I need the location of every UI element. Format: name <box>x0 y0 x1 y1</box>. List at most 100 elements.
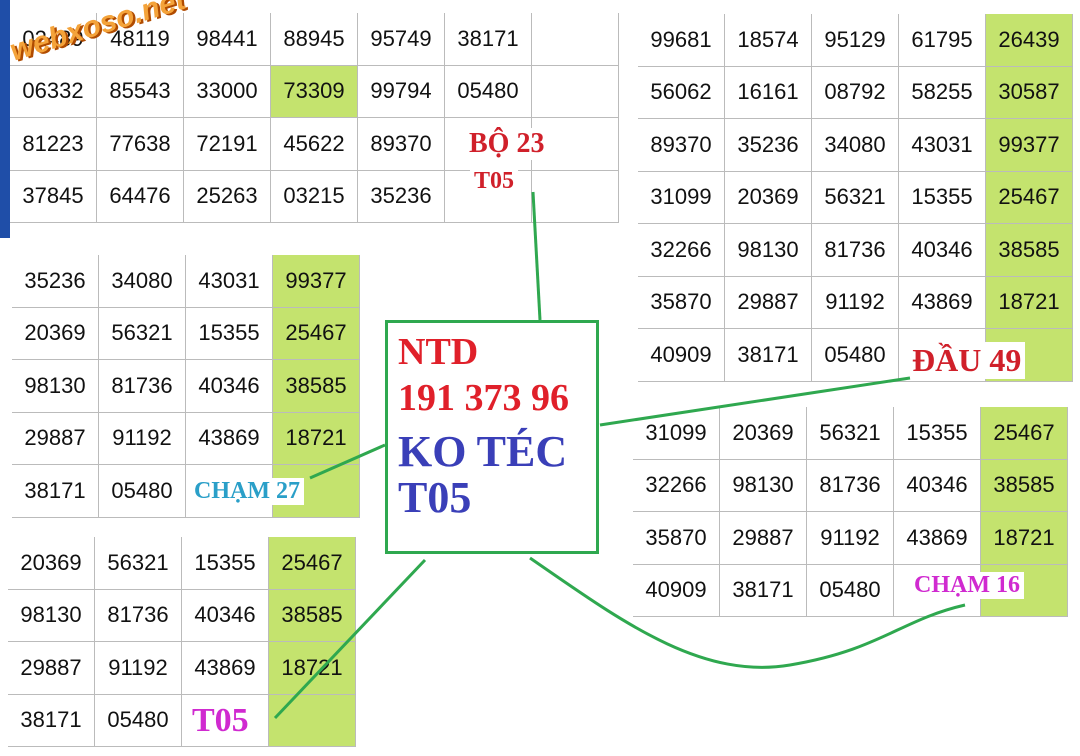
table-cell: 91192 <box>807 512 894 565</box>
table-cell: 58255 <box>899 66 986 119</box>
table-cell: 15355 <box>186 307 273 360</box>
connector <box>309 443 386 480</box>
table-cell: 48119 <box>97 13 184 66</box>
table-cell: 64476 <box>97 170 184 223</box>
table-cell: 81223 <box>10 118 97 171</box>
center-line: KO TÉC <box>398 427 568 476</box>
table-cell: 08792 <box>812 66 899 119</box>
table-cell: 05480 <box>445 65 532 118</box>
table-cell: 61795 <box>899 14 986 67</box>
table-cell: 38171 <box>725 329 812 382</box>
table-cell: 43869 <box>899 276 986 329</box>
annotation-label: T05 <box>188 702 253 740</box>
table-cell: 35236 <box>12 255 99 308</box>
table-cell: 91192 <box>99 412 186 465</box>
center-line: T05 <box>398 473 472 522</box>
table-cell: 18721 <box>986 276 1073 329</box>
table-cell: 35870 <box>633 512 720 565</box>
table-cell: 29887 <box>725 276 812 329</box>
center-box: NTD 191 373 96 KO TÉC T05 <box>385 320 599 554</box>
table-cell: 56321 <box>812 171 899 224</box>
table-cell: 18721 <box>273 412 360 465</box>
table-cell: 38171 <box>12 465 99 518</box>
table-cell: 99794 <box>358 65 445 118</box>
connector <box>531 191 542 321</box>
empty-cell <box>269 694 356 747</box>
table-cell: 95749 <box>358 13 445 66</box>
table-cell: 43869 <box>182 642 269 695</box>
table: 31099 20369 56321 15355 25467 32266 98130 81736… <box>633 407 1068 617</box>
table-cell: 35236 <box>358 170 445 223</box>
table-cell: 34080 <box>812 119 899 172</box>
table-cell: 99377 <box>273 255 360 308</box>
table-cell: 06332 <box>10 65 97 118</box>
table-cell: 98130 <box>8 589 95 642</box>
table-cell: 43869 <box>894 512 981 565</box>
table: 99681 18574 95129 61795 26439 56062 16161 08792… <box>638 14 1073 382</box>
table-cell: 45622 <box>271 118 358 171</box>
table-cell: 25467 <box>981 407 1068 460</box>
table-cell: 40909 <box>638 329 725 382</box>
table-cell: 56321 <box>807 407 894 460</box>
empty-cell <box>532 118 619 171</box>
table-cell: 40346 <box>894 459 981 512</box>
table-cell: 40346 <box>899 224 986 277</box>
table-cell: 35870 <box>638 276 725 329</box>
table-cell: 89370 <box>358 118 445 171</box>
center-line: NTD <box>398 331 479 373</box>
table-cell: 30587 <box>986 66 1073 119</box>
connector <box>599 376 911 427</box>
table-cell: 91192 <box>812 276 899 329</box>
table-cell: 29887 <box>720 512 807 565</box>
table-cell: 16161 <box>725 66 812 119</box>
empty-cell <box>532 170 619 223</box>
table-cell: 38171 <box>8 694 95 747</box>
table-cell: 25467 <box>986 171 1073 224</box>
table-cell: 56321 <box>99 307 186 360</box>
table-cell: 18721 <box>269 642 356 695</box>
table-cell: 38171 <box>720 564 807 617</box>
annotation-label: CHẠM 27 <box>190 478 304 505</box>
table-cell: 38585 <box>981 459 1068 512</box>
table-cell: 05480 <box>812 329 899 382</box>
table-cell: 81736 <box>95 589 182 642</box>
annotation-label: ĐẦU 49 <box>908 342 1026 379</box>
table-cell: 05480 <box>95 694 182 747</box>
table: 20369 56321 15355 25467 98130 81736 40346 38585… <box>8 537 356 747</box>
table-cell: 40346 <box>182 589 269 642</box>
table-cell: 20369 <box>725 171 812 224</box>
table-cell: 77638 <box>97 118 184 171</box>
stripe <box>0 0 10 238</box>
table-cell: 34080 <box>99 255 186 308</box>
table-cell: 72191 <box>184 118 271 171</box>
table-cell: 05480 <box>99 465 186 518</box>
table-cell: 15355 <box>899 171 986 224</box>
table-cell: 40346 <box>186 360 273 413</box>
table-cell: 89370 <box>638 119 725 172</box>
table-cell: 29887 <box>8 642 95 695</box>
table-cell: 37845 <box>10 170 97 223</box>
table-cell: 98130 <box>12 360 99 413</box>
table-cell: 20369 <box>8 537 95 590</box>
table-cell: 29887 <box>12 412 99 465</box>
table-cell: 81736 <box>812 224 899 277</box>
table-cell: 31099 <box>638 171 725 224</box>
table-cell: 88945 <box>271 13 358 66</box>
table-cell: 20369 <box>720 407 807 460</box>
table-cell: 98441 <box>184 13 271 66</box>
table-cell: 91192 <box>95 642 182 695</box>
annotation-label: BỘ 23 <box>465 128 549 160</box>
table-cell: 81736 <box>807 459 894 512</box>
empty-cell <box>532 13 619 66</box>
table-cell: 38171 <box>445 13 532 66</box>
table-cell: 18574 <box>725 14 812 67</box>
table-cell: 03215 <box>271 170 358 223</box>
table-cell: 38585 <box>269 589 356 642</box>
annotation-label: T05 <box>470 168 519 195</box>
table-cell: 98130 <box>725 224 812 277</box>
table-cell: 20369 <box>12 307 99 360</box>
table-cell: 05480 <box>807 564 894 617</box>
table-cell: 38585 <box>986 224 1073 277</box>
